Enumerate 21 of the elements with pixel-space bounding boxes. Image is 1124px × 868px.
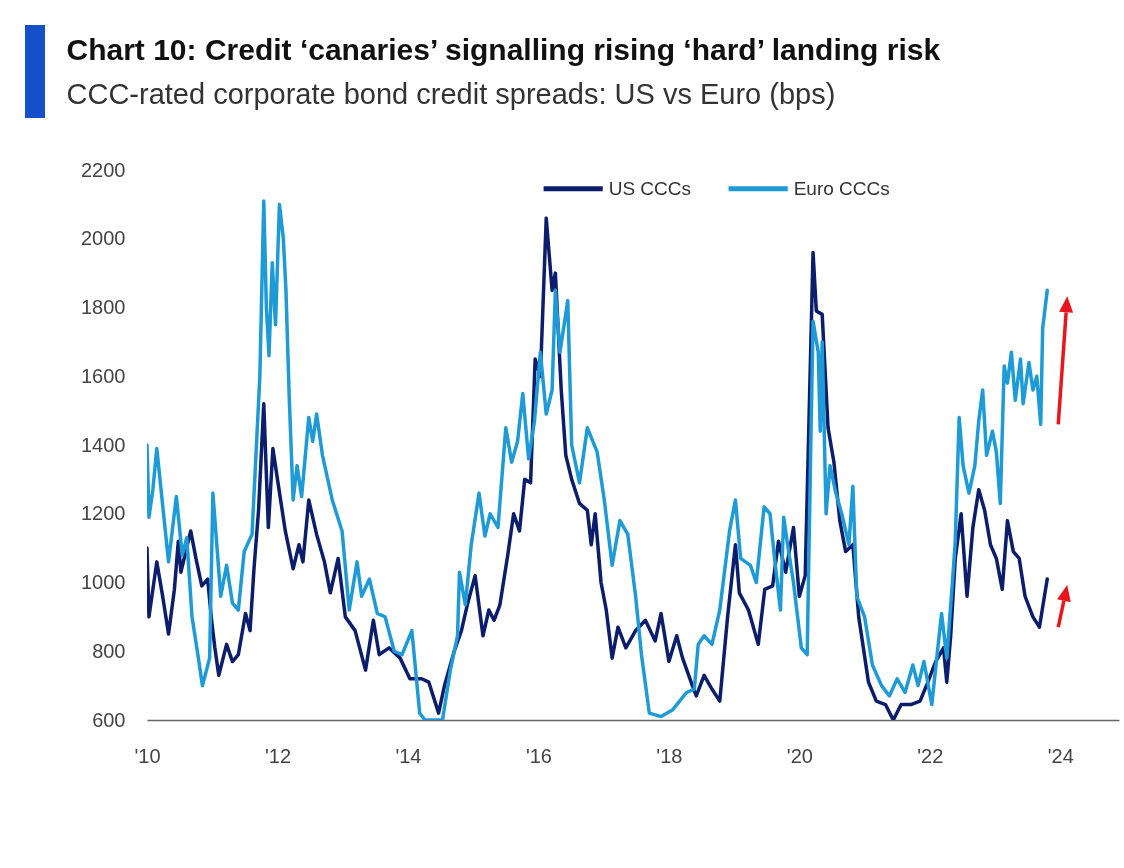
x-tick-label: '22	[917, 744, 944, 767]
legend-label: US CCCs	[608, 177, 691, 199]
chart-subtitle: CCC-rated corporate bond credit spreads: US vs Euro (bps)	[66, 78, 836, 110]
y-tick-label: 800	[92, 639, 126, 662]
y-tick-label: 2200	[81, 158, 126, 181]
y-tick-label: 1600	[81, 364, 126, 387]
y-tick-label: 600	[92, 708, 126, 731]
x-tick-label: '12	[264, 744, 292, 767]
chart-title: Chart 10: Credit ‘canaries’ signalling rising ‘hard’ landing risk	[66, 33, 941, 66]
x-tick-label: '24	[1047, 744, 1074, 767]
y-tick-label: 1000	[81, 571, 126, 593]
x-tick-label: '10	[134, 744, 161, 767]
x-tick-label: '16	[525, 744, 552, 767]
x-tick-label: '20	[786, 744, 813, 767]
y-tick-label: 1800	[81, 296, 126, 318]
y-tick-label: 1400	[81, 433, 126, 456]
y-tick-label: 1200	[81, 502, 126, 525]
legend-label: Euro CCCs	[793, 177, 890, 199]
x-tick-label: '18	[656, 744, 683, 767]
x-tick-label: '14	[395, 744, 422, 767]
y-tick-label: 2000	[81, 227, 126, 250]
